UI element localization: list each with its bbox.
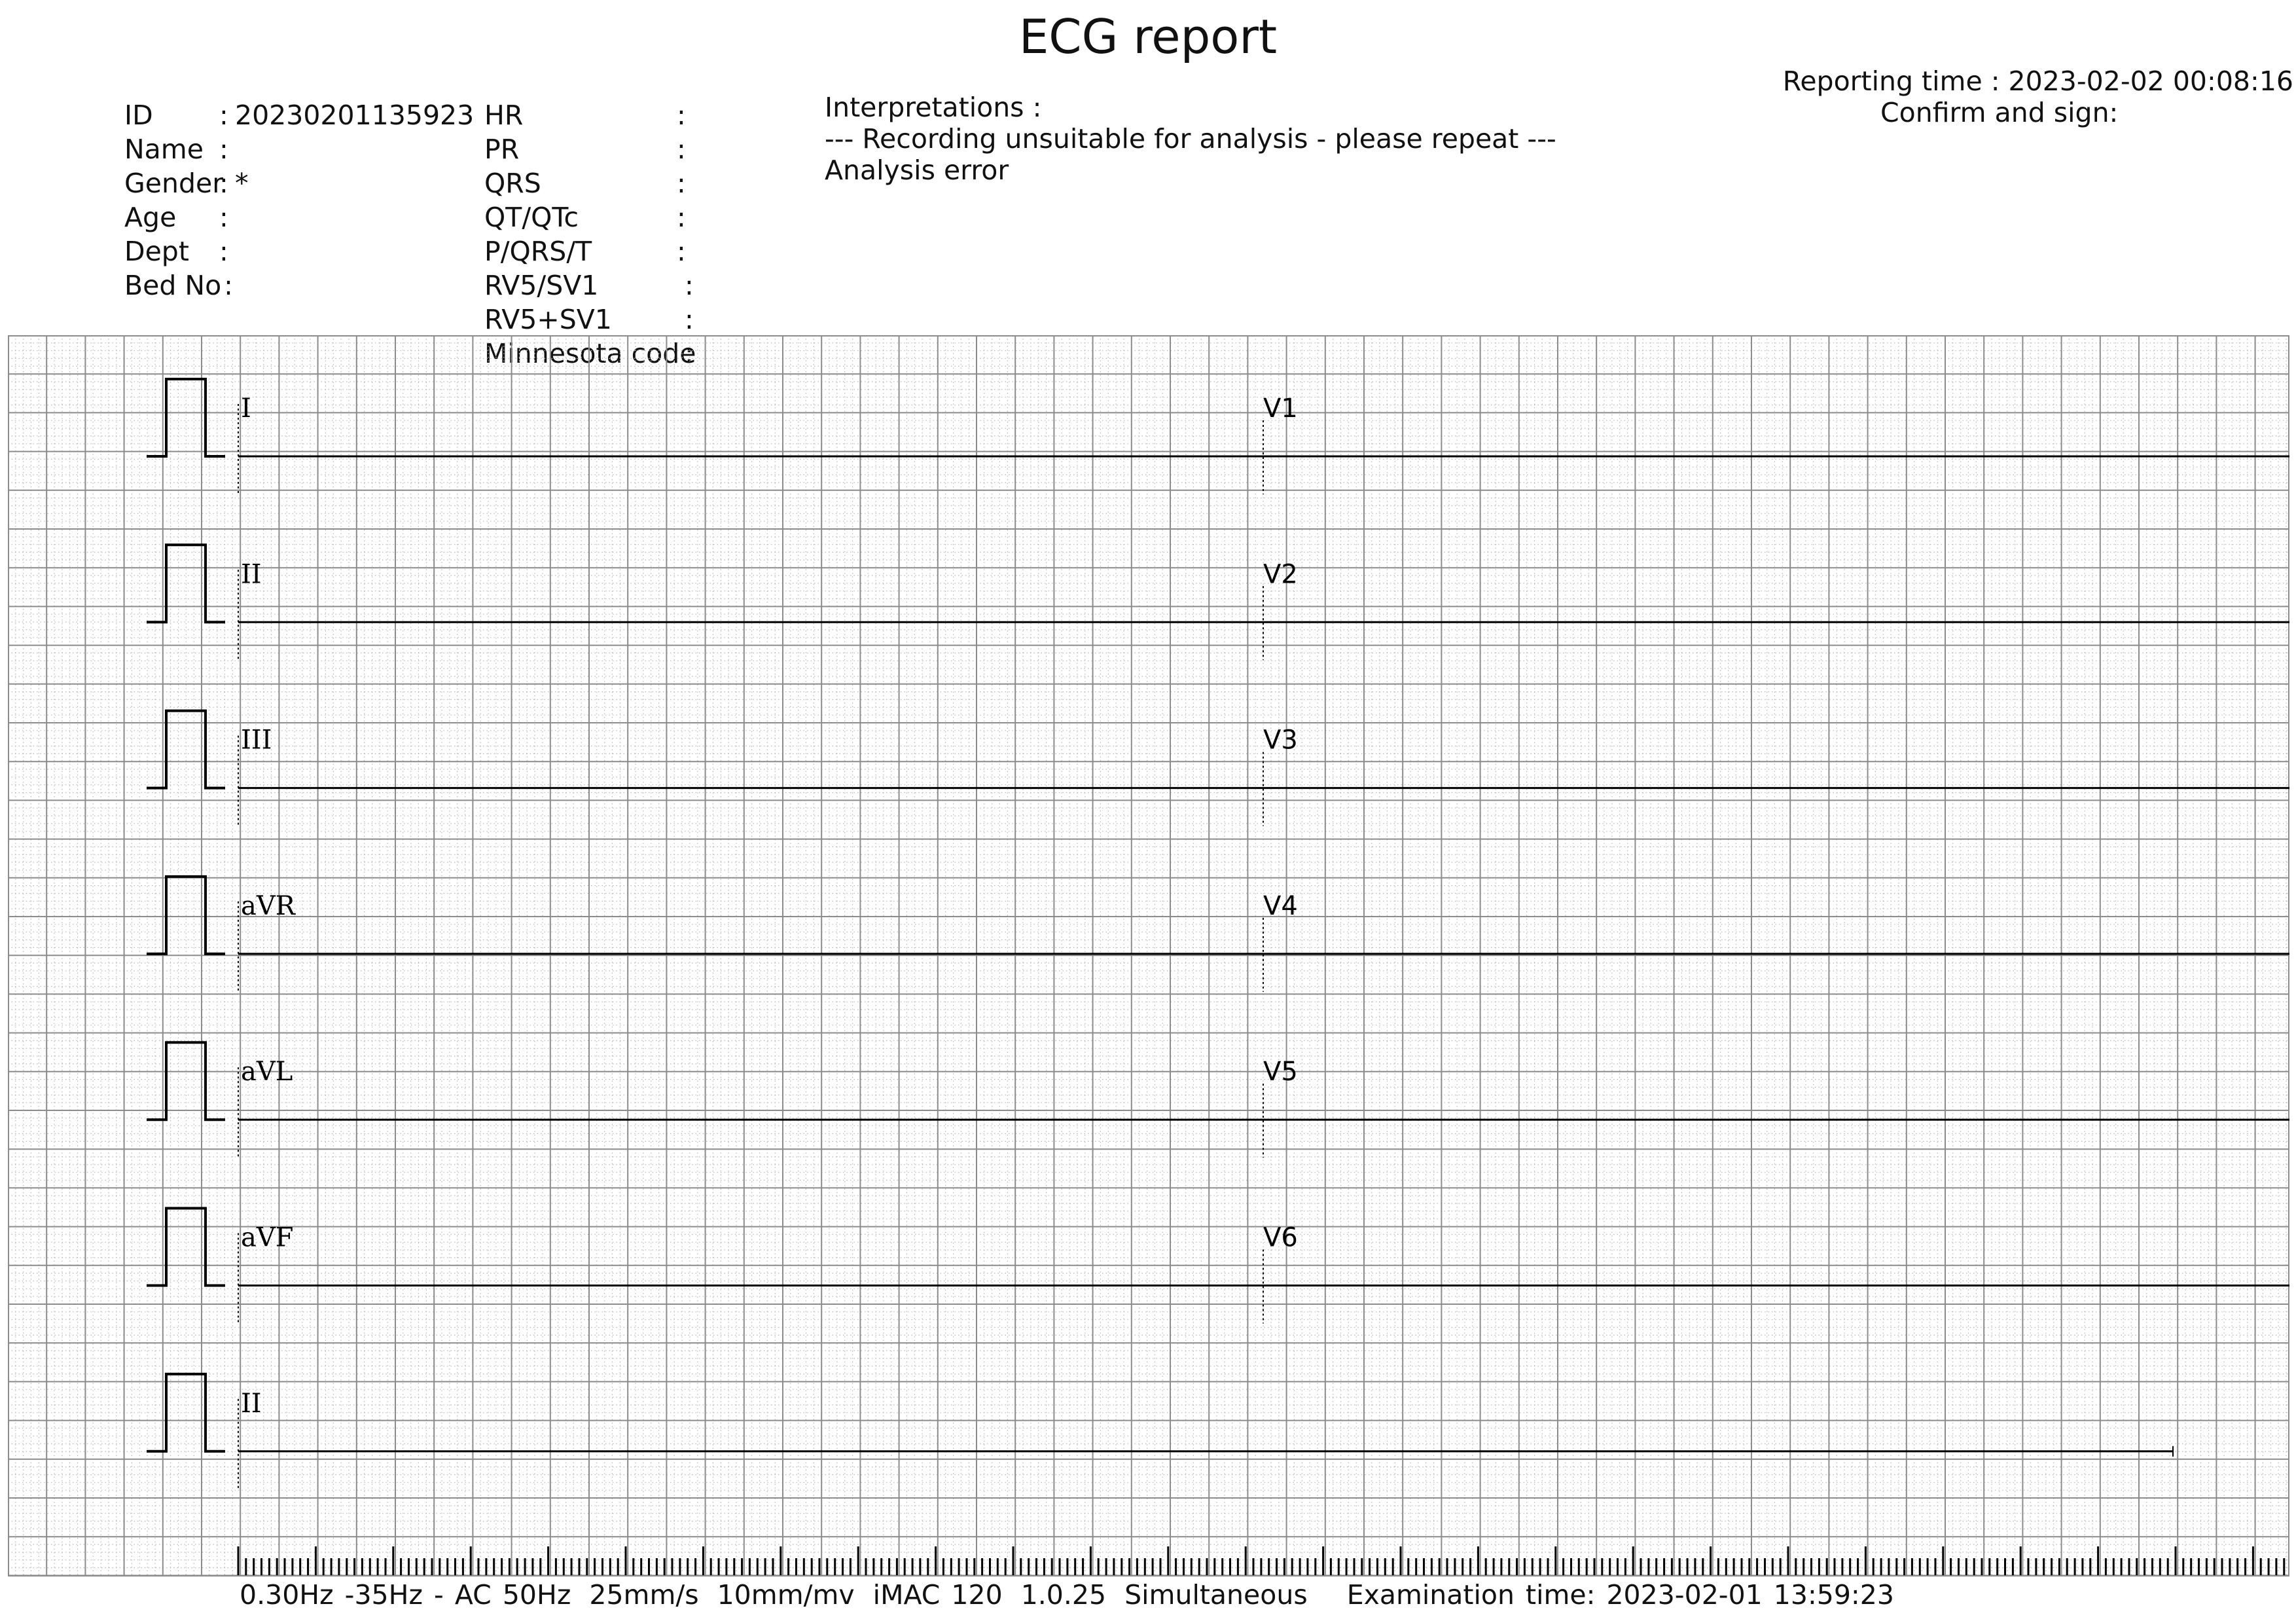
measure-rv5-sv1: RV5/SV1:	[484, 268, 696, 302]
lead-label-rhythm: II	[241, 1389, 262, 1419]
confirm-sign-label: Confirm and sign:	[1880, 97, 2118, 128]
lead-label-left: II	[241, 559, 262, 589]
measure-hr: HR:	[484, 98, 696, 132]
lead-label-left: aVR	[241, 891, 296, 921]
measurements: HR: PR: QRS: QT/QTc: P/QRS/T: RV5/SV1: R…	[484, 98, 696, 371]
lead-label-right: V3	[1263, 725, 1298, 756]
software-version: 1.0.25	[1021, 1579, 1106, 1611]
calibration-pulse	[147, 709, 225, 790]
lead-label-right: V2	[1263, 559, 1298, 589]
calibration-pulse	[147, 543, 225, 624]
interpretation-line: --- Recording unsuitable for analysis - …	[825, 123, 1556, 155]
gain-setting: 10mm/mv	[717, 1579, 855, 1611]
lead-label-right: V4	[1263, 891, 1298, 921]
lead-label-right: V5	[1263, 1057, 1298, 1087]
measure-rv5-plus-sv1: RV5+SV1:	[484, 302, 696, 337]
time-ticks	[237, 1546, 2286, 1575]
calibration-pulse	[147, 378, 225, 458]
examination-time: Examination time: 2023-02-01 13:59:23	[1347, 1579, 1894, 1611]
calibration-pulse	[147, 1041, 225, 1122]
patient-id-row: ID:20230201135923	[124, 98, 474, 132]
recording-settings: 0.30Hz -35Hz - AC 50Hz 25mm/s 10mm/mv iMAC …	[240, 1579, 1912, 1611]
lead-label-left: aVL	[241, 1057, 293, 1087]
patient-info: ID:20230201135923 Name: Gender: * Age: De…	[124, 98, 474, 302]
patient-gender-row: Gender: *	[124, 166, 474, 200]
lead-label-left: aVF	[241, 1223, 294, 1253]
patient-age-row: Age:	[124, 200, 474, 234]
lead-label-left: I	[241, 393, 251, 424]
lead-label-right: V1	[1263, 393, 1298, 424]
acquisition-mode: Simultaneous	[1124, 1579, 1308, 1611]
interpretations: Interpretations : --- Recording unsuitab…	[825, 92, 1556, 186]
calibration-pulse	[147, 875, 225, 955]
device-model: iMAC 120	[873, 1579, 1003, 1611]
lead-label-left: III	[241, 725, 272, 756]
patient-bed-row: Bed No:	[124, 268, 474, 302]
paper-speed: 25mm/s	[589, 1579, 698, 1611]
ecg-grid: I V1 II V2 III V3 aVR V4 aVL V5 aVF V6 II	[8, 335, 2289, 1577]
major-grid	[8, 335, 2289, 1577]
patient-id-value: 20230201135923	[235, 98, 474, 132]
measure-qt-qtc: QT/QTc:	[484, 200, 696, 234]
measure-qrs: QRS:	[484, 166, 696, 200]
measure-p-qrs-t: P/QRS/T:	[484, 234, 696, 268]
calibration-pulse	[147, 1372, 225, 1453]
interpretations-heading: Interpretations :	[825, 92, 1556, 123]
interpretation-line: Analysis error	[825, 155, 1556, 186]
patient-gender-value: *	[235, 166, 249, 200]
lead-label-right: V6	[1263, 1223, 1298, 1253]
patient-name-row: Name:	[124, 132, 474, 166]
page-title: ECG report	[0, 9, 2296, 64]
grid-border	[8, 335, 2289, 1577]
patient-dept-row: Dept:	[124, 234, 474, 268]
measure-pr: PR:	[484, 132, 696, 166]
reporting-time: Reporting time : 2023-02-02 00:08:16	[1783, 65, 2293, 97]
calibration-pulse	[147, 1207, 225, 1287]
filter-setting: 0.30Hz -35Hz - AC 50Hz	[240, 1579, 571, 1611]
